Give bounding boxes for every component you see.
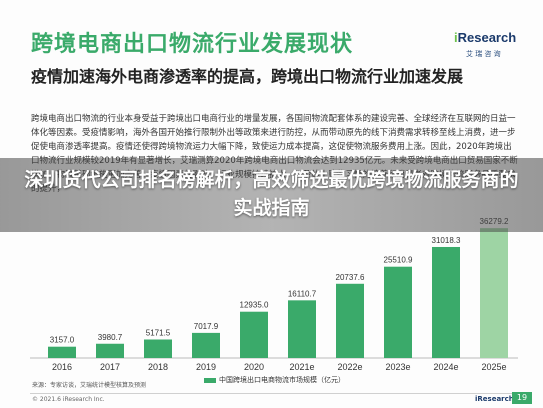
page-title: 跨境电商出口物流行业发展现状 — [31, 32, 354, 57]
value-label-2019: 7017.9 — [194, 322, 219, 331]
legend-swatch — [204, 377, 216, 383]
bar-2016 — [48, 346, 76, 358]
bar-2019 — [192, 332, 220, 358]
value-label-2020: 12935.0 — [240, 301, 269, 310]
legend-label: 中国跨境出口电商物流市场规模（亿元） — [219, 376, 345, 384]
value-label-2022e: 20737.6 — [336, 273, 365, 282]
value-label-2021e: 16110.7 — [288, 289, 317, 298]
footer-logo: iResearch — [475, 395, 514, 403]
value-label-2023e: 25510.9 — [384, 256, 413, 265]
chart-legend: 中国跨境出口电商物流市场规模（亿元） — [204, 375, 345, 385]
value-label-2016: 3157.0 — [50, 336, 75, 345]
copyright: © 2021.6 iResearch Inc. — [32, 396, 105, 403]
footer-divider — [30, 393, 518, 394]
bar-2023e — [384, 266, 412, 358]
overlay-banner — [0, 158, 543, 232]
page-number: 19 — [512, 392, 532, 404]
logo-subtitle: 艾 瑞 咨 询 — [466, 50, 501, 58]
value-label-2017: 3980.7 — [98, 333, 123, 342]
source-note: 来源：专家访谈，艾瑞统计模型核算及预测 — [32, 382, 147, 389]
x-tick-label-group: 2016 2017 2018 2019 2020 2021e 2022e 2023e 2024e… — [52, 362, 507, 372]
x-tick-2024e: 2024e — [433, 362, 458, 372]
bar-2020 — [240, 311, 268, 358]
section-subtitle: 疫情加速海外电商渗透率的提高，跨境出口物流行业加速发展 — [31, 67, 464, 86]
bar-2021e — [288, 300, 316, 358]
bar-2024e — [432, 246, 460, 358]
x-tick-2025e: 2025e — [481, 362, 506, 372]
x-tick-2022e: 2022e — [337, 362, 362, 372]
overlay-headline: 深圳货代公司排名榜解析，高效筛选最优跨境物流服务商的实战指南 — [24, 169, 519, 219]
x-tick-2020: 2020 — [244, 362, 264, 372]
value-label-2018: 5171.5 — [146, 328, 171, 337]
x-tick-2021e: 2021e — [289, 362, 314, 372]
x-tick-2019: 2019 — [196, 362, 216, 372]
bar-group — [48, 228, 508, 358]
x-tick-2018: 2018 — [148, 362, 168, 372]
bar-2022e — [336, 283, 364, 358]
bar-2025e — [480, 228, 508, 358]
x-tick-2017: 2017 — [100, 362, 120, 372]
value-label-2024e: 31018.3 — [432, 236, 461, 245]
x-tick-2023e: 2023e — [385, 362, 410, 372]
iresearch-logo: iResearch — [454, 30, 517, 45]
bar-2017 — [96, 343, 124, 358]
bar-2018 — [144, 339, 172, 358]
x-tick-2016: 2016 — [52, 362, 72, 372]
